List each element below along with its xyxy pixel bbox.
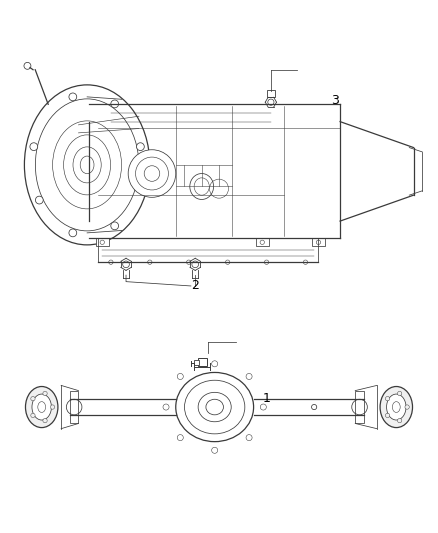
Circle shape (69, 229, 77, 237)
Circle shape (163, 404, 169, 410)
Ellipse shape (25, 386, 58, 427)
Bar (312, 238, 325, 246)
Circle shape (31, 413, 35, 417)
Circle shape (212, 361, 218, 367)
Bar (194, 360, 199, 365)
Text: 2: 2 (191, 279, 199, 293)
Circle shape (246, 434, 252, 441)
Bar (198, 358, 207, 366)
Circle shape (50, 405, 55, 409)
Circle shape (128, 150, 176, 197)
Ellipse shape (32, 394, 51, 420)
Circle shape (246, 374, 252, 379)
Bar (70, 391, 78, 424)
Ellipse shape (190, 174, 214, 199)
Circle shape (405, 405, 409, 409)
Circle shape (177, 374, 183, 379)
Circle shape (30, 143, 38, 150)
Bar (96, 238, 109, 246)
Circle shape (385, 413, 390, 417)
Circle shape (137, 143, 144, 150)
Circle shape (35, 196, 43, 204)
Circle shape (260, 404, 266, 410)
Circle shape (311, 405, 317, 410)
Circle shape (212, 447, 218, 453)
Ellipse shape (387, 394, 406, 420)
Circle shape (69, 93, 77, 101)
Text: 3: 3 (332, 93, 339, 107)
Circle shape (177, 434, 183, 441)
Bar (267, 90, 275, 96)
Ellipse shape (380, 386, 413, 427)
Text: 1: 1 (262, 392, 270, 405)
Ellipse shape (25, 85, 150, 245)
Circle shape (397, 418, 402, 423)
Circle shape (111, 100, 119, 108)
Circle shape (111, 222, 119, 230)
Circle shape (43, 418, 47, 423)
Circle shape (397, 391, 402, 395)
Circle shape (31, 397, 35, 401)
Bar (256, 238, 269, 246)
Circle shape (385, 397, 390, 401)
Bar (355, 391, 364, 424)
Circle shape (43, 391, 47, 395)
Circle shape (137, 179, 144, 187)
Ellipse shape (176, 373, 254, 442)
